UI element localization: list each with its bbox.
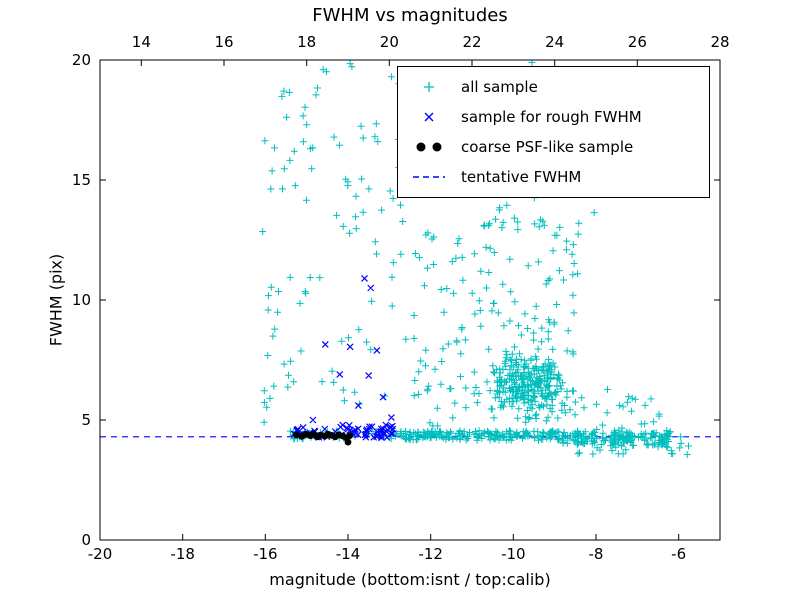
dot-marker-left [416, 142, 426, 152]
tick-label: -8 [589, 545, 604, 563]
legend-row-rough-fwhm: sample for rough FWHM [406, 102, 701, 132]
tick-label: 28 [710, 33, 729, 51]
tick-label: 20 [380, 33, 399, 51]
x-axis-label: magnitude (bottom:isnt / top:calib) [269, 570, 551, 589]
legend-label-all-sample: all sample [461, 78, 538, 96]
tick-label: -20 [88, 545, 113, 563]
tick-label: 20 [72, 51, 91, 69]
legend-label-tentative-fwhm: tentative FWHM [461, 168, 582, 186]
tick-label: 26 [628, 33, 647, 51]
x-marker-path [424, 112, 434, 122]
legend-label-rough-fwhm: sample for rough FWHM [461, 108, 642, 126]
tick-label: -6 [671, 545, 686, 563]
plus-marker-path [424, 82, 434, 92]
tick-label: 18 [297, 33, 316, 51]
tick-label: -12 [418, 545, 443, 563]
x-marker-icon [406, 108, 452, 126]
tick-label: 5 [81, 411, 91, 429]
tick-label: 16 [214, 33, 233, 51]
tick-label: -10 [501, 545, 526, 563]
tick-label: 10 [72, 291, 91, 309]
legend-row-tentative-fwhm: tentative FWHM [406, 162, 701, 192]
tick-label: -18 [170, 545, 195, 563]
legend: all sample sample for rough FWHM coarse … [397, 66, 710, 198]
y-axis-label: FWHM (pix) [46, 253, 66, 347]
legend-label-coarse-psf: coarse PSF-like sample [461, 138, 634, 156]
tick-label: 0 [81, 531, 91, 549]
tick-label: 15 [72, 171, 91, 189]
tick-label: -16 [253, 545, 278, 563]
dot-marker-right [432, 142, 442, 152]
chart-title: FWHM vs magnitudes [312, 5, 508, 26]
tick-label: 24 [545, 33, 564, 51]
dashed-line-icon [406, 168, 452, 186]
tick-label: -14 [336, 545, 361, 563]
tick-label: 22 [462, 33, 481, 51]
legend-row-all-sample: all sample [406, 72, 701, 102]
plus-marker-icon [406, 78, 452, 96]
tick-label: 14 [132, 33, 151, 51]
dot-marker-icon [406, 138, 452, 156]
legend-row-coarse-psf: coarse PSF-like sample [406, 132, 701, 162]
